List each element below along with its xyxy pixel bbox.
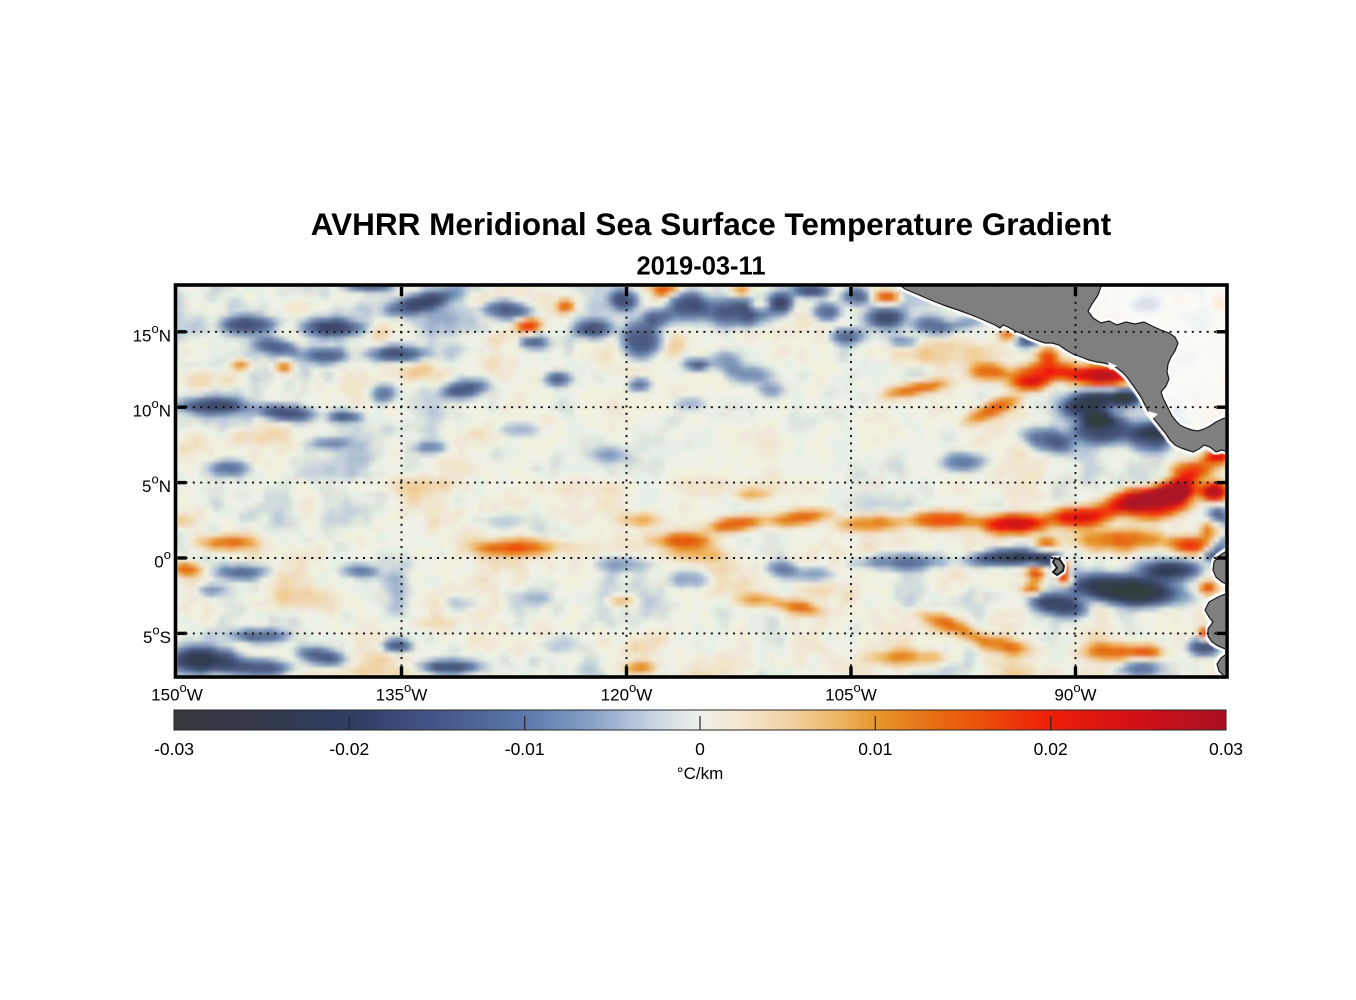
svg-text:0.03: 0.03 [1209,739,1243,759]
svg-text:150oW: 150oW [151,680,203,705]
svg-text:0: 0 [695,739,705,759]
svg-text:0.01: 0.01 [858,739,892,759]
svg-text:2019-03-11: 2019-03-11 [636,253,765,281]
svg-text:0o: 0o [154,547,171,572]
svg-text:5oS: 5oS [143,622,171,647]
svg-text:-0.03: -0.03 [154,739,194,759]
svg-text:10oN: 10oN [133,396,171,421]
svg-text:-0.02: -0.02 [329,739,369,759]
svg-text:135oW: 135oW [376,680,428,705]
svg-text:AVHRR Meridional Sea Surface T: AVHRR Meridional Sea Surface Temperature… [311,206,1112,242]
svg-text:0.02: 0.02 [1034,739,1068,759]
svg-text:5oN: 5oN [142,472,171,497]
svg-text:105oW: 105oW [825,680,877,705]
svg-text:90oW: 90oW [1054,680,1096,705]
svg-text:-0.01: -0.01 [505,739,545,759]
svg-text:15oN: 15oN [133,321,171,346]
svg-text:120oW: 120oW [601,680,653,705]
svg-text:°C/km: °C/km [677,764,723,783]
